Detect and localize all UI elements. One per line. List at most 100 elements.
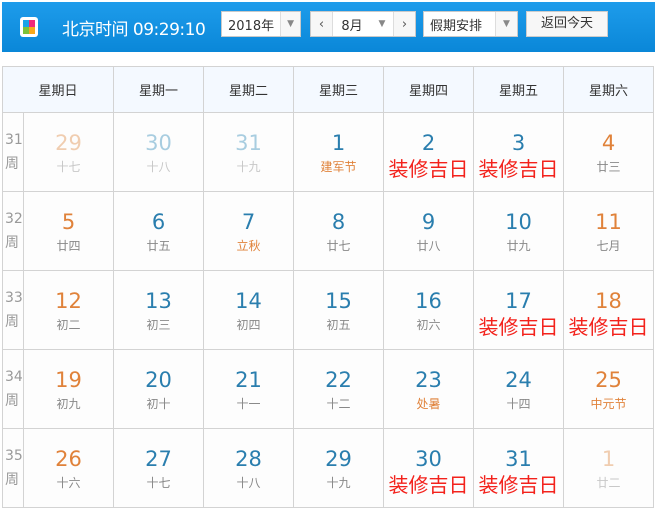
weekday-header: 星期四 — [383, 66, 474, 113]
week-num: 32 — [5, 211, 23, 227]
day-number: 24 — [505, 368, 532, 392]
day-number: 28 — [235, 447, 262, 471]
day-subtitle: 十八 — [236, 476, 261, 490]
day-number: 30 — [415, 447, 442, 471]
day-subtitle: 装修吉日 — [478, 315, 559, 339]
day-cell[interactable]: 30 十八 — [113, 112, 204, 192]
week-row: 33 周 12 初二 13 初三 14 初四 15 初五 16 初六 17 装修吉日 18 装修吉日 — [2, 270, 654, 350]
day-subtitle: 初四 — [236, 318, 261, 332]
holiday-value: 假期安排 — [430, 18, 483, 34]
week-unit: 周 — [5, 393, 19, 409]
day-number: 30 — [145, 131, 172, 155]
day-cell[interactable]: 10 廿九 — [473, 191, 564, 271]
day-cell[interactable]: 8 廿七 — [293, 191, 384, 271]
day-cell[interactable]: 14 初四 — [203, 270, 294, 350]
day-cell[interactable]: 29 十九 — [293, 428, 384, 508]
year-select[interactable]: 2018年 ▼ — [221, 11, 301, 37]
year-value: 2018年 — [228, 18, 275, 34]
next-month-icon[interactable]: › — [393, 12, 415, 36]
day-cell[interactable]: 6 廿五 — [113, 191, 204, 271]
day-cell[interactable]: 27 十七 — [113, 428, 204, 508]
day-number: 19 — [55, 368, 82, 392]
day-number: 13 — [145, 289, 172, 313]
weekday-header: 星期五 — [473, 66, 564, 113]
day-cell[interactable]: 13 初三 — [113, 270, 204, 350]
day-cell[interactable]: 26 十六 — [23, 428, 114, 508]
week-unit: 周 — [5, 314, 19, 330]
weekday-header: 星期三 — [293, 66, 384, 113]
day-subtitle: 十一 — [236, 397, 261, 411]
day-number: 10 — [505, 210, 532, 234]
day-subtitle: 立秋 — [236, 239, 261, 253]
day-cell[interactable]: 31 装修吉日 — [473, 428, 564, 508]
day-number: 29 — [55, 131, 82, 155]
day-subtitle: 十九 — [236, 160, 261, 174]
day-number: 5 — [61, 210, 76, 234]
day-cell[interactable]: 4 廿三 — [563, 112, 654, 192]
day-subtitle: 中元节 — [590, 397, 627, 411]
chevron-down-icon[interactable]: ▼ — [371, 12, 393, 36]
day-subtitle: 十四 — [506, 397, 531, 411]
week-number: 35 周 — [2, 428, 24, 508]
day-cell[interactable]: 30 装修吉日 — [383, 428, 474, 508]
week-unit: 周 — [5, 235, 19, 251]
day-cell[interactable]: 1 廿二 — [563, 428, 654, 508]
chevron-down-icon[interactable]: ▼ — [495, 12, 517, 36]
weekday-header: 星期日 — [2, 66, 114, 113]
day-subtitle: 廿七 — [326, 239, 351, 253]
week-number: 31 周 — [2, 112, 24, 192]
day-cell[interactable]: 19 初九 — [23, 349, 114, 429]
day-number: 1 — [601, 447, 616, 471]
prev-month-icon[interactable]: ‹ — [311, 12, 333, 36]
day-cell[interactable]: 22 十二 — [293, 349, 384, 429]
day-number: 6 — [151, 210, 166, 234]
day-cell[interactable]: 29 十七 — [23, 112, 114, 192]
day-subtitle: 廿二 — [596, 476, 621, 490]
week-row: 32 周 5 廿四 6 廿五 7 立秋 8 廿七 9 廿八 10 廿九 11 七月 — [2, 191, 654, 271]
day-number: 22 — [325, 368, 352, 392]
weekday-header: 星期二 — [203, 66, 294, 113]
day-number: 25 — [595, 368, 622, 392]
day-subtitle: 廿四 — [56, 239, 81, 253]
day-cell[interactable]: 23 处暑 — [383, 349, 474, 429]
day-number: 3 — [511, 131, 526, 155]
day-cell[interactable]: 20 初十 — [113, 349, 204, 429]
day-cell[interactable]: 25 中元节 — [563, 349, 654, 429]
day-cell[interactable]: 1 建军节 — [293, 112, 384, 192]
day-cell[interactable]: 31 十九 — [203, 112, 294, 192]
day-cell[interactable]: 12 初二 — [23, 270, 114, 350]
day-cell[interactable]: 11 七月 — [563, 191, 654, 271]
chevron-down-icon[interactable]: ▼ — [280, 12, 300, 36]
day-cell[interactable]: 17 装修吉日 — [473, 270, 564, 350]
week-unit: 周 — [5, 472, 19, 488]
week-row: 31 周 29 十七 30 十八 31 十九 1 建军节 2 装修吉日 3 装修吉日 4 廿三 — [2, 112, 654, 192]
day-number: 23 — [415, 368, 442, 392]
week-number: 34 周 — [2, 349, 24, 429]
week-num: 34 — [5, 369, 23, 385]
day-number: 4 — [601, 131, 616, 155]
day-cell[interactable]: 24 十四 — [473, 349, 564, 429]
return-today-button[interactable]: 返回今天 — [526, 11, 608, 37]
day-number: 14 — [235, 289, 262, 313]
month-select[interactable]: ‹ 8月 ▼ › — [310, 11, 416, 37]
week-row: 34 周 19 初九 20 初十 21 十一 22 十二 23 处暑 24 十四 25 中元节 — [2, 349, 654, 429]
day-cell[interactable]: 5 廿四 — [23, 191, 114, 271]
day-cell[interactable]: 15 初五 — [293, 270, 384, 350]
day-subtitle: 十六 — [56, 476, 81, 490]
week-row: 35 周 26 十六 27 十七 28 十八 29 十九 30 装修吉日 31 装修吉日 1 廿二 — [2, 428, 654, 508]
day-cell[interactable]: 16 初六 — [383, 270, 474, 350]
day-cell[interactable]: 18 装修吉日 — [563, 270, 654, 350]
day-cell[interactable]: 3 装修吉日 — [473, 112, 564, 192]
day-number: 18 — [595, 289, 622, 313]
clock-label: 北京时间 — [62, 20, 129, 40]
day-cell[interactable]: 9 廿八 — [383, 191, 474, 271]
holiday-select[interactable]: 假期安排 ▼ — [423, 11, 518, 37]
calendar-grid: 星期日 星期一 星期二 星期三 星期四 星期五 星期六 31 周 29 十七 30 十八 31 十九 1 建军… — [2, 66, 654, 508]
calendar-logo-icon — [20, 17, 38, 37]
day-number: 29 — [325, 447, 352, 471]
day-subtitle: 装修吉日 — [478, 473, 559, 497]
day-cell[interactable]: 28 十八 — [203, 428, 294, 508]
day-cell[interactable]: 21 十一 — [203, 349, 294, 429]
day-cell[interactable]: 7 立秋 — [203, 191, 294, 271]
day-cell[interactable]: 2 装修吉日 — [383, 112, 474, 192]
